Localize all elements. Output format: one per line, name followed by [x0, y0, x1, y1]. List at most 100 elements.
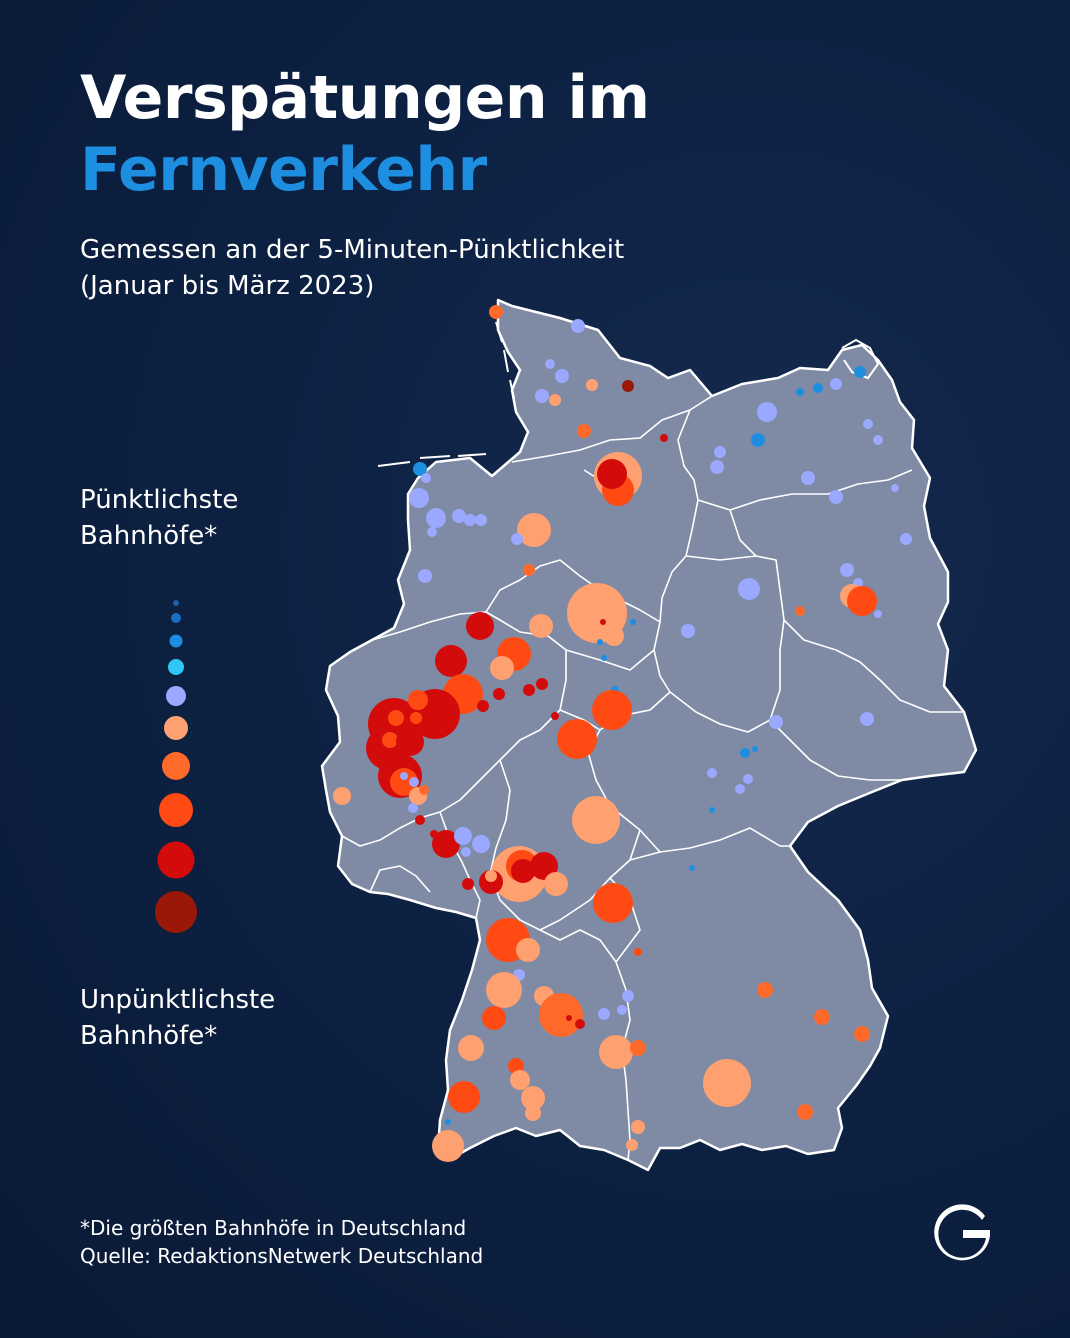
station-dot — [900, 533, 912, 545]
station-dot — [626, 1139, 638, 1151]
station-dot — [415, 815, 425, 825]
station-dot — [829, 490, 843, 504]
station-dot — [529, 614, 553, 638]
legend-dot-10 — [155, 891, 197, 933]
station-dot — [597, 639, 603, 645]
station-dot — [539, 993, 583, 1037]
station-dot — [333, 787, 351, 805]
station-dot — [630, 619, 636, 625]
station-dot — [854, 366, 866, 378]
border-sachsen-anhalt — [669, 555, 785, 733]
station-dot — [413, 462, 427, 476]
legend-dot-7 — [162, 752, 190, 780]
station-dot — [631, 1120, 645, 1134]
legend-label-bottom: Unpünktlichste Bahnhöfe* — [80, 982, 275, 1054]
legend-bottom-line-1: Unpünktlichste — [80, 985, 276, 1015]
station-dot — [409, 777, 419, 787]
station-dot — [475, 514, 487, 526]
station-dot — [432, 830, 460, 858]
station-dot — [396, 728, 424, 756]
legend-dot-2 — [171, 613, 181, 623]
station-dot — [740, 748, 750, 758]
station-dot — [510, 1070, 530, 1090]
legend-dot-6 — [164, 716, 188, 740]
station-dot — [521, 1086, 545, 1110]
station-dot — [572, 796, 620, 844]
station-dot — [530, 852, 558, 880]
border-bw-bayern — [539, 929, 631, 1161]
station-dot — [710, 460, 724, 474]
station-dot — [622, 380, 634, 392]
station-dot — [597, 459, 627, 489]
station-dot — [577, 424, 591, 438]
station-dot — [813, 383, 823, 393]
station-dot — [622, 990, 634, 1002]
north-frisian-islands — [495, 321, 515, 399]
station-dot — [703, 1059, 751, 1107]
station-dot — [873, 435, 883, 445]
station-dot — [410, 712, 422, 724]
station-dot — [462, 878, 474, 890]
station-dot — [634, 948, 642, 956]
station-dot — [516, 938, 540, 962]
station-dot — [814, 1009, 830, 1025]
station-dot — [555, 369, 569, 383]
station-dot — [382, 732, 398, 748]
station-dot — [689, 865, 695, 871]
station-dot — [593, 883, 633, 923]
station-dot — [490, 656, 514, 680]
headline-line-2: Fernverkehr — [80, 135, 487, 205]
station-dot — [601, 655, 607, 661]
station-dot — [660, 434, 668, 442]
station-dot — [536, 678, 548, 690]
legend-scale — [155, 600, 197, 933]
station-dot — [860, 712, 874, 726]
station-dot — [617, 1005, 627, 1015]
station-dot — [630, 1040, 646, 1056]
station-dot — [600, 619, 606, 625]
station-dot — [863, 419, 873, 429]
brand-logo-g — [934, 1204, 990, 1261]
station-dot — [854, 1026, 870, 1042]
source-line: Quelle: RedaktionsNetwerk Deutschland — [80, 1244, 484, 1268]
legend-dot-1 — [173, 600, 179, 606]
station-dot — [464, 514, 476, 526]
station-dot — [454, 827, 472, 845]
station-dot — [419, 785, 429, 795]
station-dot — [408, 803, 418, 813]
station-dot — [709, 807, 715, 813]
footer: *Die größten Bahnhöfe in Deutschland Que… — [80, 1214, 483, 1270]
station-dot — [525, 1105, 541, 1121]
station-dot — [751, 433, 765, 447]
legend-bottom-line-2: Bahnhöfe* — [80, 1021, 218, 1051]
station-dot — [418, 569, 432, 583]
station-dot — [545, 359, 555, 369]
border-mv — [677, 409, 913, 511]
border-sachsen — [769, 719, 902, 781]
station-dot — [477, 700, 489, 712]
subtitle: Gemessen an der 5-Minuten-Pünktlichkeit … — [80, 232, 624, 304]
station-dot — [435, 645, 467, 677]
station-dot — [714, 446, 726, 458]
station-dot — [738, 578, 760, 600]
brand-logo — [934, 1204, 990, 1261]
station-dot — [557, 719, 597, 759]
station-dot — [432, 1130, 464, 1162]
station-dot — [511, 533, 523, 545]
ruegen-island — [841, 338, 880, 380]
subtitle-line-1: Gemessen an der 5-Minuten-Pünktlichkeit — [80, 235, 625, 265]
station-dot — [598, 1008, 610, 1020]
station-dot — [466, 612, 494, 640]
station-dot — [523, 564, 535, 576]
station-dot — [707, 768, 717, 778]
station-dot — [575, 1019, 585, 1029]
station-dot — [549, 394, 561, 406]
station-dot — [472, 835, 490, 853]
station-dot — [448, 1081, 480, 1113]
station-dot — [681, 624, 695, 638]
legend-dot-4 — [168, 659, 184, 675]
legend-dot-3 — [169, 634, 183, 648]
station-dot — [801, 471, 815, 485]
station-dot — [599, 1035, 633, 1069]
